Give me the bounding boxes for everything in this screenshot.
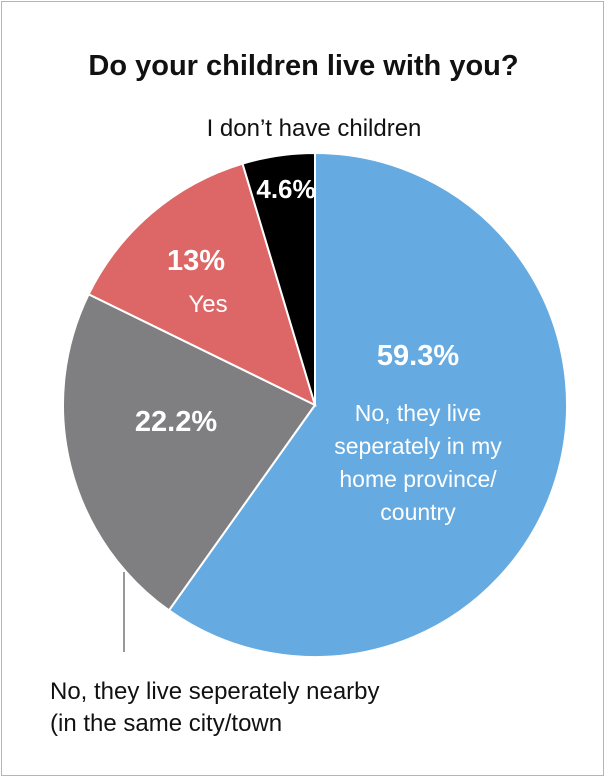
chart-title: Do your children live with you? bbox=[88, 50, 519, 82]
value-label-no-children: 4.6% bbox=[256, 174, 315, 204]
pie-slice-home bbox=[167, 151, 568, 658]
slice-label-nearby-line-2: (in the same city/town bbox=[50, 710, 283, 737]
slice-label-nearby: No, they live seperately nearby (in the … bbox=[50, 676, 380, 740]
slice-label-home-line-2: seperately in my bbox=[334, 433, 502, 459]
slice-label-home-line-4: country bbox=[380, 499, 456, 525]
slice-label-home-line-1: No, they live bbox=[355, 400, 482, 426]
pie-labels: 59.3% No, they live seperately in my home p… bbox=[135, 115, 502, 525]
slice-label-yes-line-1: Yes bbox=[188, 291, 227, 318]
pie-slice-nearby bbox=[62, 292, 317, 612]
value-label-nearby: 22.2% bbox=[135, 406, 217, 438]
slice-label-home-line-3: home province/ bbox=[339, 466, 497, 492]
slice-label-no-children-line-1: I don’t have children bbox=[207, 115, 422, 142]
value-label-home: 59.3% bbox=[377, 340, 459, 372]
pie-slice-no-children bbox=[241, 151, 316, 406]
slice-label-nearby-line-1: No, they live seperately nearby bbox=[50, 678, 380, 705]
pie-slice-yes bbox=[87, 162, 317, 407]
pie-slices bbox=[62, 151, 568, 658]
value-label-yes: 13% bbox=[167, 245, 225, 277]
